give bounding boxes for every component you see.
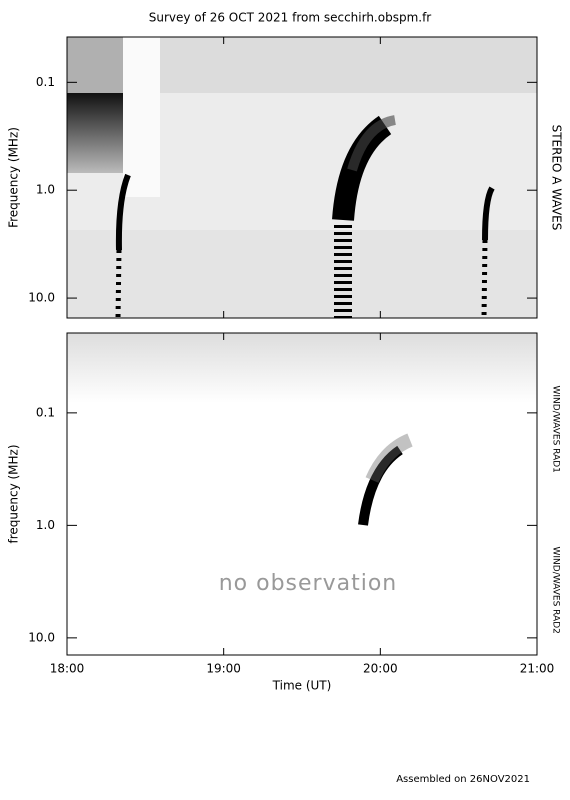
y-axis-label: frequency (MHz) bbox=[7, 444, 21, 543]
side-label: WIND/WAVES RAD2 bbox=[551, 547, 561, 634]
x-axis-label: Time (UT) bbox=[272, 679, 332, 693]
y-tick-label: 0.1 bbox=[36, 405, 55, 419]
y-axis-label: Frequency (MHz) bbox=[7, 127, 21, 228]
annotation: no observation bbox=[219, 571, 398, 596]
x-tick-label: 21:00 bbox=[520, 662, 555, 676]
y-tick-label: 10.0 bbox=[28, 630, 55, 644]
plot-frame bbox=[66, 332, 538, 656]
y-tick-label: 0.1 bbox=[36, 75, 55, 89]
side-label: WIND/WAVES RAD1 bbox=[551, 386, 561, 473]
spectrogram-image bbox=[67, 37, 537, 526]
y-tick-label: 10.0 bbox=[28, 291, 55, 305]
chart-title: Survey of 26 OCT 2021 from secchirh.obsp… bbox=[149, 11, 432, 25]
y-tick-label: 1.0 bbox=[36, 518, 55, 532]
footer: Assembled on 26NOV2021 bbox=[396, 774, 530, 785]
x-tick-label: 18:00 bbox=[50, 662, 85, 676]
side-label: STEREO A WAVES bbox=[550, 125, 564, 231]
x-tick-label: 20:00 bbox=[363, 662, 398, 676]
y-tick-label: 1.0 bbox=[36, 183, 55, 197]
plot-frame bbox=[66, 36, 538, 319]
x-tick-label: 19:00 bbox=[206, 662, 241, 676]
